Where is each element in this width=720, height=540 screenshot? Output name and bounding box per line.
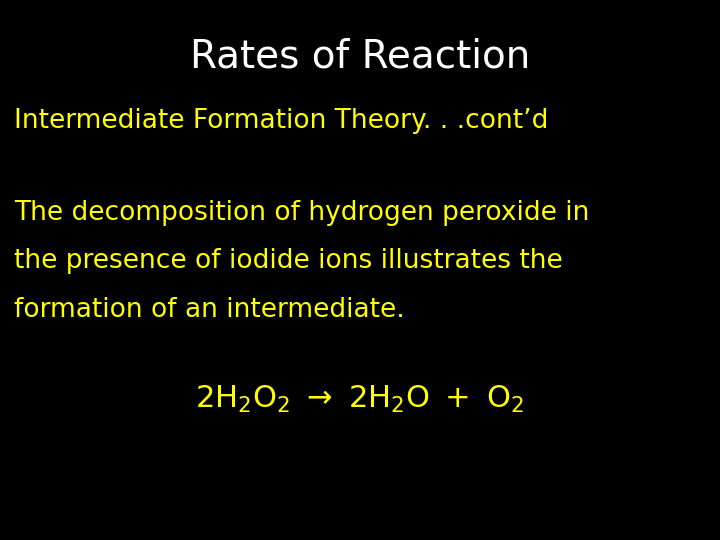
Text: Intermediate Formation Theory. . .cont’d: Intermediate Formation Theory. . .cont’d [14, 108, 549, 134]
Text: $\mathsf{2H_2O_2\ \rightarrow\ 2H_2O\ +\ O_2}$: $\mathsf{2H_2O_2\ \rightarrow\ 2H_2O\ +\… [195, 384, 525, 415]
Text: Rates of Reaction: Rates of Reaction [190, 38, 530, 76]
Text: formation of an intermediate.: formation of an intermediate. [14, 297, 405, 323]
Text: the presence of iodide ions illustrates the: the presence of iodide ions illustrates … [14, 248, 563, 274]
Text: The decomposition of hydrogen peroxide in: The decomposition of hydrogen peroxide i… [14, 200, 590, 226]
